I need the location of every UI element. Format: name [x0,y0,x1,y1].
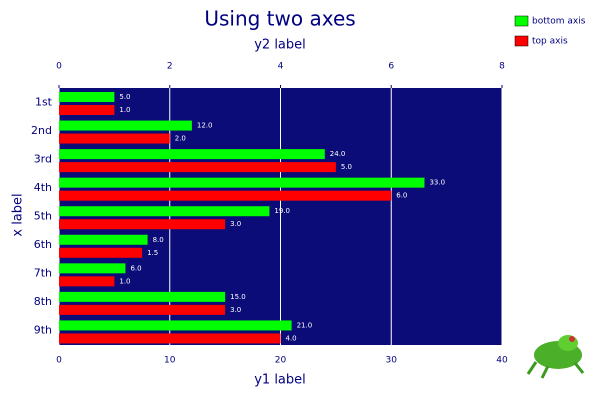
category-label: 8th [34,295,52,308]
category-label: 7th [34,267,52,280]
value-label: 33.0 [429,179,445,187]
category-label: 6th [34,238,52,251]
frog-icon [526,335,585,379]
value-label: 6.0 [396,192,407,200]
y1-tick-label: 30 [386,356,398,366]
bar [59,162,336,173]
value-label: 5.0 [341,163,352,171]
bar [59,133,170,144]
bar [59,276,115,287]
value-label: 1.5 [147,249,158,257]
y2-tick-label: 2 [167,62,173,72]
bar [59,105,115,115]
value-label: 21.0 [297,321,313,329]
y1-tick-label: 40 [496,356,508,366]
bar [59,149,325,160]
bar [59,263,126,274]
bar [59,234,148,245]
chart-title: Using two axes [204,7,355,31]
bar [59,92,115,102]
x-axis-label: x label [11,193,26,236]
value-label: 1.0 [119,106,130,114]
y2-tick-label: 8 [499,62,505,72]
y2-axis-label: y2 label [254,38,306,53]
value-label: 3.0 [230,220,241,228]
y1-axis-label: y1 label [254,373,306,388]
category-label: 9th [34,324,52,337]
bar [59,120,192,131]
value-label: 6.0 [130,264,141,272]
category-label: 1st [35,95,53,108]
value-label: 4.0 [286,334,297,342]
category-label: 5th [34,210,52,223]
bar [59,247,143,258]
legend-swatch [514,15,529,27]
y1-tick-label: 0 [56,356,62,366]
y2-tick-label: 0 [56,62,62,72]
value-label: 15.0 [230,293,246,301]
value-label: 12.0 [197,122,213,130]
bar [59,320,292,331]
value-label: 1.0 [119,277,130,285]
y2-tick-label: 4 [278,62,284,72]
category-label: 4th [34,181,52,194]
y1-tick-label: 10 [164,356,176,366]
y2-tick-label: 6 [388,62,394,72]
value-label: 19.0 [274,207,290,215]
bar [59,304,226,315]
legend-label: bottom axis [532,17,586,27]
value-label: 3.0 [230,306,241,314]
value-label: 5.0 [119,93,130,101]
bar [59,190,392,201]
legend-label: top axis [532,37,568,47]
value-label: 8.0 [153,236,164,244]
bar [59,206,270,217]
category-label: 3rd [34,152,52,165]
bar [59,219,226,230]
value-label: 24.0 [330,150,346,158]
legend-swatch [514,35,529,47]
y1-tick-label: 20 [275,356,287,366]
bar [59,177,425,188]
category-label: 2nd [31,124,52,137]
value-label: 2.0 [175,135,186,143]
bar [59,333,281,344]
bar [59,291,226,302]
